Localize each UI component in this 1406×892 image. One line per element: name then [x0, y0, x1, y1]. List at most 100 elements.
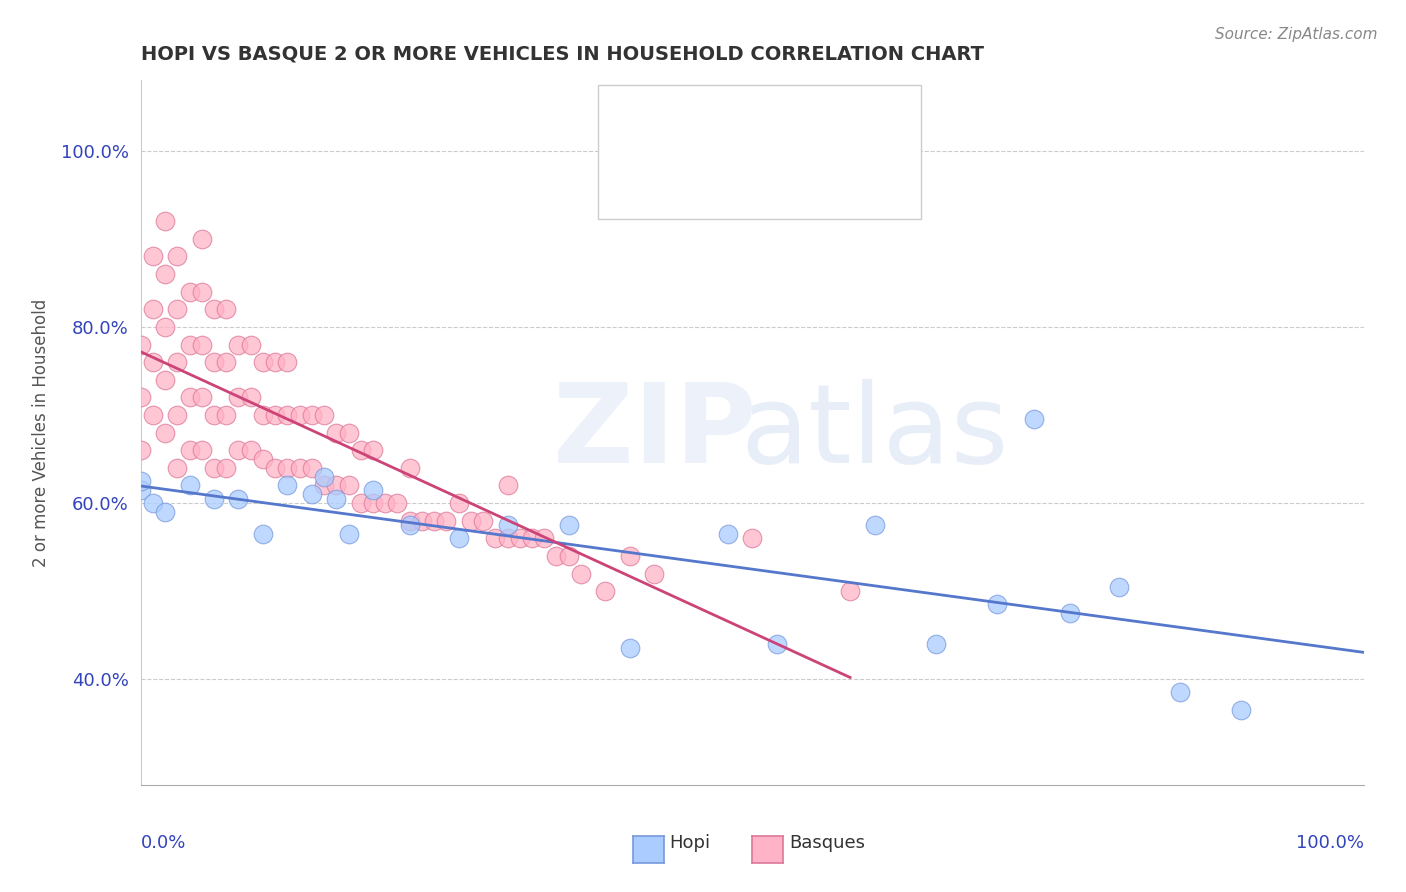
Point — [142, 302, 165, 317]
Text: R = -0.538   N = 29: R = -0.538 N = 29 — [658, 118, 835, 136]
Point — [361, 483, 384, 497]
Point — [153, 267, 176, 281]
Point — [191, 285, 214, 299]
Point — [484, 531, 506, 545]
Point — [325, 425, 347, 440]
Point — [191, 232, 214, 246]
Point — [228, 337, 250, 351]
Point — [166, 355, 188, 369]
Point — [276, 355, 298, 369]
Text: R =  0.455   N = 87: R = 0.455 N = 87 — [658, 169, 834, 187]
Point — [619, 549, 641, 563]
Point — [863, 518, 886, 533]
Point — [228, 491, 250, 506]
Point — [191, 391, 214, 405]
Point — [301, 487, 323, 501]
Point — [166, 249, 188, 264]
Point — [595, 584, 617, 599]
Point — [215, 302, 238, 317]
Point — [496, 531, 519, 545]
Point — [312, 478, 335, 492]
Point — [557, 518, 581, 533]
Point — [142, 355, 165, 369]
Point — [228, 391, 250, 405]
Point — [129, 443, 152, 458]
Point — [325, 491, 347, 506]
Point — [288, 408, 311, 422]
Point — [312, 469, 335, 483]
Point — [252, 355, 274, 369]
Point — [252, 408, 274, 422]
Point — [325, 478, 347, 492]
Point — [202, 460, 225, 475]
Point — [252, 452, 274, 467]
Text: 0.0%: 0.0% — [141, 834, 186, 852]
Point — [129, 391, 152, 405]
Point — [276, 408, 298, 422]
Point — [191, 443, 214, 458]
Point — [643, 566, 665, 581]
Point — [337, 425, 360, 440]
Point — [436, 514, 458, 528]
Point — [215, 460, 238, 475]
Point — [741, 531, 763, 545]
Point — [1059, 606, 1081, 620]
Text: HOPI VS BASQUE 2 OR MORE VEHICLES IN HOUSEHOLD CORRELATION CHART: HOPI VS BASQUE 2 OR MORE VEHICLES IN HOU… — [141, 45, 984, 63]
Text: Hopi: Hopi — [669, 834, 710, 852]
Point — [337, 478, 360, 492]
Point — [423, 514, 446, 528]
Point — [619, 641, 641, 656]
Point — [239, 337, 262, 351]
Point — [301, 408, 323, 422]
Point — [337, 527, 360, 541]
Text: Basques: Basques — [789, 834, 865, 852]
Point — [166, 408, 188, 422]
Point — [239, 443, 262, 458]
Point — [350, 443, 373, 458]
Point — [1230, 703, 1253, 717]
Point — [153, 425, 176, 440]
Point — [191, 337, 214, 351]
Point — [361, 443, 384, 458]
Point — [398, 518, 420, 533]
Text: atlas: atlas — [741, 379, 1008, 486]
Point — [460, 514, 482, 528]
Text: Source: ZipAtlas.com: Source: ZipAtlas.com — [1215, 27, 1378, 42]
Point — [288, 460, 311, 475]
Point — [153, 373, 176, 387]
Point — [496, 478, 519, 492]
Point — [447, 496, 470, 510]
Point — [153, 319, 176, 334]
Point — [202, 408, 225, 422]
Point — [142, 408, 165, 422]
Point — [839, 584, 862, 599]
Point — [387, 496, 409, 510]
Point — [546, 549, 568, 563]
Point — [350, 496, 373, 510]
Point — [986, 598, 1008, 612]
Point — [557, 549, 581, 563]
Point — [472, 514, 495, 528]
Point — [1022, 412, 1045, 426]
Point — [276, 478, 298, 492]
Y-axis label: 2 or more Vehicles in Household: 2 or more Vehicles in Household — [32, 299, 49, 566]
Point — [202, 355, 225, 369]
Text: ZIP: ZIP — [553, 379, 756, 486]
Point — [264, 460, 287, 475]
Point — [129, 474, 152, 488]
Text: 100.0%: 100.0% — [1296, 834, 1364, 852]
Point — [179, 285, 201, 299]
Point — [533, 531, 555, 545]
Point — [166, 460, 188, 475]
Point — [361, 496, 384, 510]
Point — [312, 408, 335, 422]
Point — [215, 355, 238, 369]
Point — [153, 214, 176, 228]
Point — [374, 496, 396, 510]
Point — [509, 531, 531, 545]
Point — [142, 249, 165, 264]
Point — [166, 302, 188, 317]
Point — [264, 355, 287, 369]
Point — [1170, 685, 1192, 699]
Point — [496, 518, 519, 533]
